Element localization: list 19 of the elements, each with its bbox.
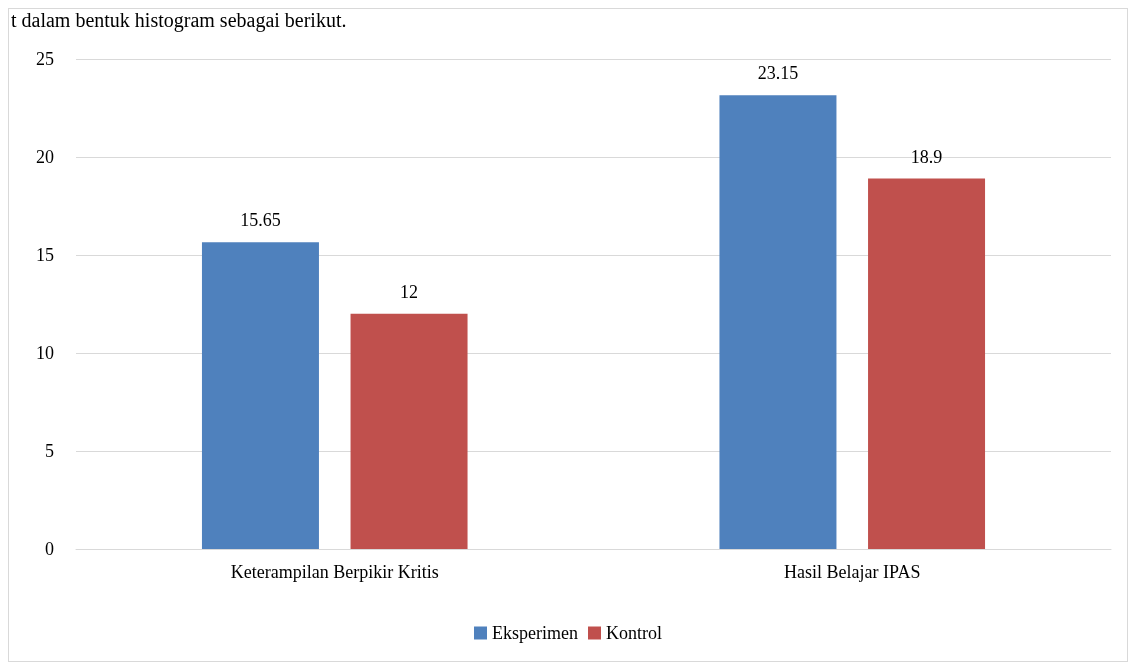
bar <box>719 95 837 549</box>
y-tick-label: 20 <box>36 147 54 167</box>
bar <box>350 313 468 549</box>
y-tick-label: 5 <box>45 441 54 461</box>
y-tick-label: 15 <box>36 245 54 265</box>
data-label: 18.9 <box>910 146 943 167</box>
legend-label: Eksperimen <box>492 623 578 643</box>
bar <box>201 242 319 549</box>
data-label: 23.15 <box>757 63 799 84</box>
data-label: 15.65 <box>240 210 281 231</box>
y-tick-label: 25 <box>36 49 54 69</box>
x-tick-label: Hasil Belajar IPAS <box>784 562 921 582</box>
bar <box>868 178 986 549</box>
legend-label: Kontrol <box>605 623 662 643</box>
y-tick-label: 0 <box>45 539 54 559</box>
x-tick-label: Keterampilan Berpikir Kritis <box>230 562 439 582</box>
data-label: 12 <box>400 281 419 302</box>
text: t dalam bentuk histogram sebagai berikut. <box>11 9 347 32</box>
y-tick-label: 10 <box>36 343 54 363</box>
